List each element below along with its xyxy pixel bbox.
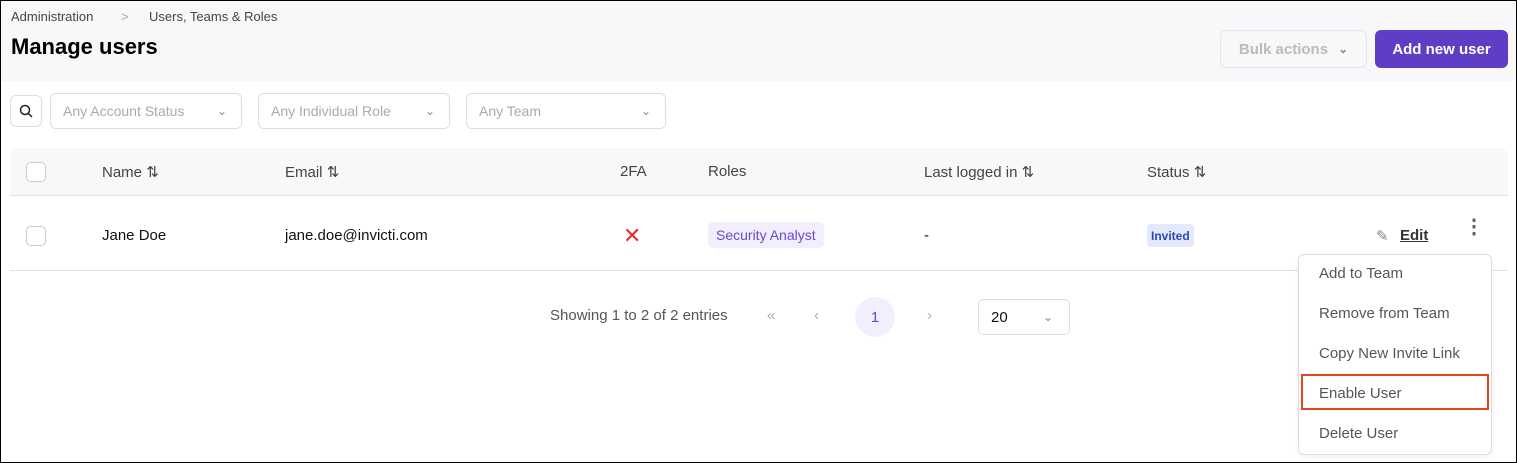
row-divider: [10, 270, 1508, 271]
add-new-user-button[interactable]: Add new user: [1375, 30, 1508, 68]
column-2fa: 2FA: [620, 163, 647, 180]
menu-item-enable-user[interactable]: Enable User: [1319, 385, 1402, 402]
individual-role-placeholder: Any Individual Role: [271, 103, 391, 119]
page-size-value: 20: [991, 308, 1008, 326]
page-size-select[interactable]: 20 ⌄: [978, 299, 1070, 335]
column-name[interactable]: Name ⇅: [102, 164, 159, 181]
user-name: Jane Doe: [102, 227, 167, 244]
row-checkbox[interactable]: [26, 226, 46, 246]
menu-item-add-to-team[interactable]: Add to Team: [1319, 265, 1403, 282]
individual-role-filter[interactable]: Any Individual Role ⌄: [258, 93, 450, 129]
bulk-actions-label: Bulk actions: [1238, 40, 1329, 58]
menu-item-copy-invite-link[interactable]: Copy New Invite Link: [1319, 345, 1460, 362]
account-status-filter[interactable]: Any Account Status ⌄: [50, 93, 242, 129]
more-options-icon[interactable]: ⋮: [1464, 216, 1484, 238]
user-email: jane.doe@invicti.com: [285, 227, 428, 244]
column-status[interactable]: Status ⇅: [1147, 164, 1207, 181]
highlight-box: [1301, 374, 1489, 410]
menu-item-delete-user[interactable]: Delete User: [1319, 425, 1399, 442]
page-1-button[interactable]: 1: [855, 297, 895, 337]
last-logged-in: -: [924, 227, 929, 244]
column-email[interactable]: Email ⇅: [285, 164, 340, 181]
2fa-disabled-icon: ✕: [623, 223, 642, 248]
chevron-down-icon: ⌄: [216, 104, 227, 118]
account-status-placeholder: Any Account Status: [63, 103, 185, 119]
sort-icon: ⇅: [1193, 164, 1207, 181]
search-icon: [19, 104, 33, 118]
breadcrumb-separator: >: [121, 9, 129, 24]
first-page-icon[interactable]: «: [767, 307, 776, 324]
bulk-actions-button[interactable]: Bulk actions ⌄: [1220, 30, 1367, 68]
chevron-down-icon: ⌄: [640, 104, 651, 118]
page-title: Manage users: [11, 34, 158, 59]
chevron-down-icon: ⌄: [1042, 310, 1053, 324]
status-badge: Invited: [1147, 224, 1194, 247]
previous-page-icon[interactable]: ‹: [814, 307, 819, 324]
column-last-logged-in[interactable]: Last logged in ⇅: [924, 164, 1035, 181]
select-all-checkbox[interactable]: [26, 162, 46, 182]
next-page-icon[interactable]: ›: [927, 307, 932, 324]
column-roles: Roles: [708, 163, 747, 180]
row-actions-menu: Add to Team Remove from Team Copy New In…: [1298, 254, 1492, 455]
edit-link[interactable]: Edit: [1400, 227, 1429, 244]
table-header: [10, 148, 1508, 196]
role-badge: Security Analyst: [708, 222, 824, 248]
edit-icon: ✎: [1376, 228, 1389, 245]
sort-icon: ⇅: [326, 164, 340, 181]
breadcrumb-administration[interactable]: Administration: [11, 9, 94, 24]
menu-item-remove-from-team[interactable]: Remove from Team: [1319, 305, 1450, 322]
chevron-down-icon: ⌄: [424, 104, 435, 118]
search-button[interactable]: [10, 95, 42, 127]
pagination-summary: Showing 1 to 2 of 2 entries: [550, 307, 728, 324]
team-placeholder: Any Team: [479, 103, 541, 119]
sort-icon: ⇅: [1021, 164, 1035, 181]
team-filter[interactable]: Any Team ⌄: [466, 93, 666, 129]
chevron-down-icon: ⌄: [1338, 42, 1349, 56]
sort-icon: ⇅: [146, 164, 159, 181]
breadcrumb-users-teams-roles[interactable]: Users, Teams & Roles: [149, 9, 278, 24]
